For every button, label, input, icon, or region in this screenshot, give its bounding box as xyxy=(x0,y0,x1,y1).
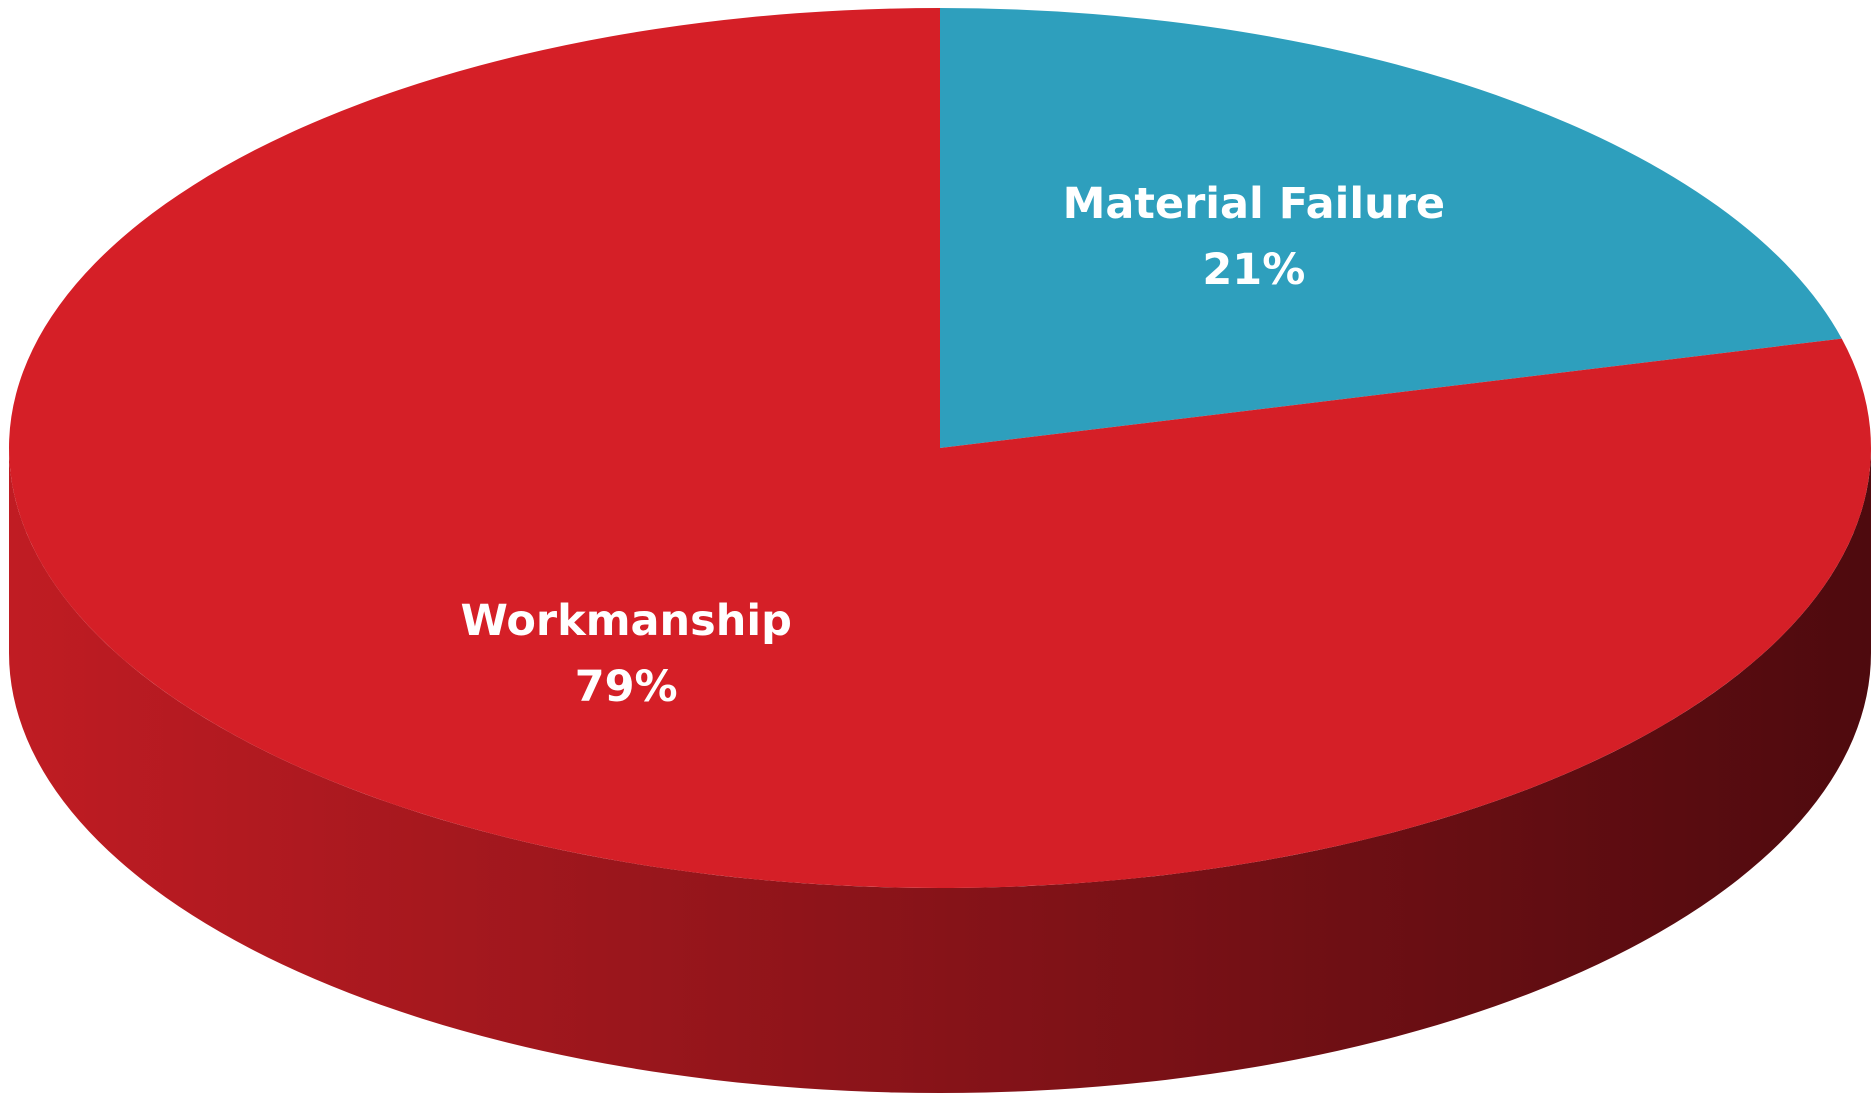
slice-label: Material Failure xyxy=(1063,179,1446,229)
value-label: 79% xyxy=(575,662,678,712)
value-label: 21% xyxy=(1202,245,1305,295)
slice-side xyxy=(9,448,1871,1093)
slice-label: Workmanship xyxy=(460,596,791,646)
slice xyxy=(9,8,1872,888)
slice xyxy=(940,8,1842,448)
